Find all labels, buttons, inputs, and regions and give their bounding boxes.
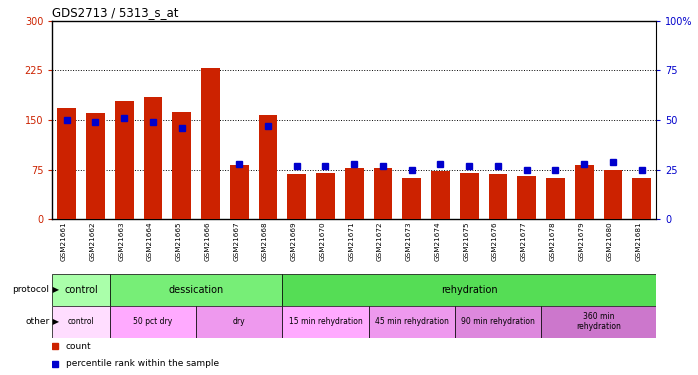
Text: GSM21679: GSM21679 [578, 221, 584, 261]
Bar [259, 116, 277, 219]
Bar [144, 97, 163, 219]
Bar [604, 170, 623, 219]
Text: GSM21666: GSM21666 [205, 221, 211, 261]
Text: GSM21671: GSM21671 [348, 221, 354, 261]
Bar [288, 174, 306, 219]
Text: other: other [25, 317, 50, 326]
Bar [431, 171, 450, 219]
Bar [455, 306, 541, 338]
Bar [369, 306, 455, 338]
Text: dessication: dessication [168, 285, 224, 295]
Bar [115, 102, 133, 219]
Text: GSM21675: GSM21675 [463, 221, 469, 261]
Bar [283, 274, 656, 306]
Text: rehydration: rehydration [441, 285, 498, 295]
Bar [546, 178, 565, 219]
Bar [52, 274, 110, 306]
Bar [283, 306, 369, 338]
Bar [345, 168, 364, 219]
Text: 90 min rehydration: 90 min rehydration [461, 317, 535, 326]
Bar [460, 173, 479, 219]
Text: GSM21668: GSM21668 [262, 221, 268, 261]
Bar [541, 306, 656, 338]
Text: count: count [66, 342, 91, 351]
Text: GSM21662: GSM21662 [89, 221, 96, 261]
Bar [52, 306, 110, 338]
Text: control: control [68, 317, 94, 326]
Bar [110, 274, 283, 306]
Text: GSM21669: GSM21669 [291, 221, 297, 261]
Text: GSM21661: GSM21661 [61, 221, 67, 261]
Bar [632, 178, 651, 219]
Text: control: control [64, 285, 98, 295]
Text: dry: dry [233, 317, 246, 326]
Text: GDS2713 / 5313_s_at: GDS2713 / 5313_s_at [52, 6, 179, 20]
Text: GSM21664: GSM21664 [147, 221, 153, 261]
Bar [517, 176, 536, 219]
Text: GSM21665: GSM21665 [176, 221, 181, 261]
Text: GSM21673: GSM21673 [406, 221, 412, 261]
Text: GSM21678: GSM21678 [549, 221, 556, 261]
Text: ▶: ▶ [50, 317, 59, 326]
Text: GSM21681: GSM21681 [636, 221, 641, 261]
Bar [86, 113, 105, 219]
Bar [172, 112, 191, 219]
Text: GSM21670: GSM21670 [320, 221, 325, 261]
Text: 360 min
rehydration: 360 min rehydration [576, 312, 621, 331]
Bar [110, 306, 196, 338]
Text: GSM21663: GSM21663 [118, 221, 124, 261]
Text: GSM21667: GSM21667 [233, 221, 239, 261]
Text: ▶: ▶ [50, 285, 59, 294]
Bar [489, 174, 507, 219]
Text: 15 min rehydration: 15 min rehydration [288, 317, 362, 326]
Text: GSM21680: GSM21680 [607, 221, 613, 261]
Text: GSM21674: GSM21674 [434, 221, 440, 261]
Text: GSM21676: GSM21676 [492, 221, 498, 261]
Bar [196, 306, 283, 338]
Bar [316, 173, 335, 219]
Bar [373, 168, 392, 219]
Text: 45 min rehydration: 45 min rehydration [375, 317, 449, 326]
Bar [57, 108, 76, 219]
Text: percentile rank within the sample: percentile rank within the sample [66, 359, 218, 368]
Text: GSM21677: GSM21677 [521, 221, 527, 261]
Bar [230, 165, 248, 219]
Text: 50 pct dry: 50 pct dry [133, 317, 172, 326]
Text: GSM21672: GSM21672 [377, 221, 383, 261]
Text: protocol: protocol [13, 285, 50, 294]
Bar [201, 68, 220, 219]
Bar [575, 165, 593, 219]
Bar [402, 178, 421, 219]
